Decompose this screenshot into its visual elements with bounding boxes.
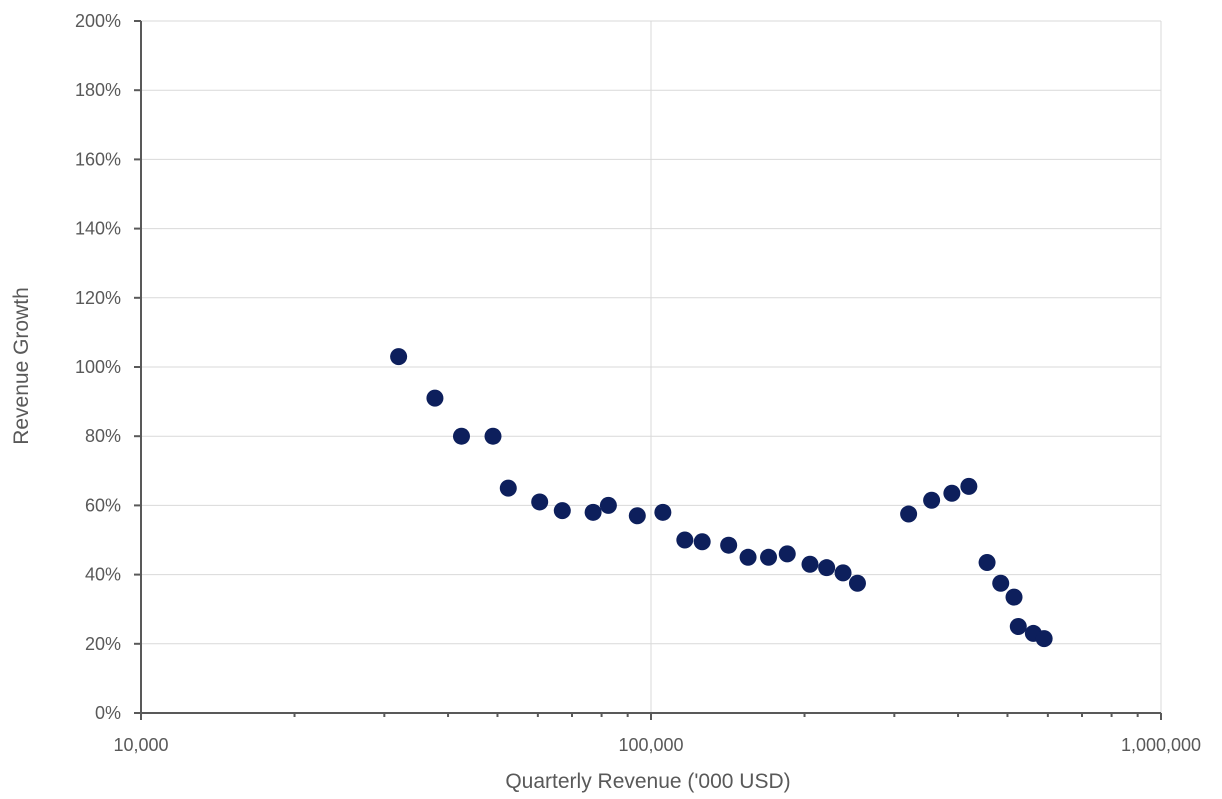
data-point <box>499 479 517 497</box>
data-point <box>818 559 836 577</box>
data-point <box>960 477 978 495</box>
gridlines <box>141 20 1162 713</box>
x-tick-label: 10,000 <box>113 735 168 755</box>
y-tick-label: 80% <box>85 426 121 446</box>
y-tick-label: 20% <box>85 634 121 654</box>
data-point <box>693 533 711 551</box>
data-point <box>739 548 757 566</box>
data-point <box>1009 618 1027 635</box>
data-point <box>599 496 617 514</box>
data-point <box>923 491 941 509</box>
data-point <box>848 574 866 592</box>
x-tick-label: 1,000,000 <box>1121 735 1201 755</box>
data-point <box>390 348 408 366</box>
data-point <box>801 555 819 573</box>
x-axis-title: Quarterly Revenue ('000 USD) <box>505 770 790 793</box>
data-point <box>760 548 778 566</box>
data-point <box>452 427 470 445</box>
data-point <box>553 502 571 520</box>
data-point <box>654 503 672 521</box>
y-axis-title: Revenue Growth <box>10 287 33 445</box>
y-tick-label: 180% <box>75 80 121 100</box>
data-point <box>900 505 918 523</box>
data-point <box>484 427 502 445</box>
data-point <box>778 545 796 563</box>
y-tick-label: 200% <box>75 11 121 31</box>
data-point <box>628 507 646 525</box>
data-point <box>978 553 996 571</box>
data-point <box>720 536 738 554</box>
data-point <box>584 503 602 521</box>
y-tick-label: 60% <box>85 495 121 515</box>
data-point <box>531 493 549 511</box>
y-tick-label: 140% <box>75 219 121 239</box>
data-point <box>834 564 852 582</box>
axes <box>134 20 1162 720</box>
data-point <box>426 389 444 407</box>
tick-labels: 0% 20% 40% 60% 80% 100% 120% 140% 160% 180% 200% 10… <box>75 11 1201 755</box>
y-tick-label: 100% <box>75 357 121 377</box>
data-point <box>992 574 1010 592</box>
y-tick-label: 40% <box>85 565 121 585</box>
y-tick-label: 160% <box>75 149 121 169</box>
data-point <box>943 484 961 502</box>
y-tick-label: 0% <box>95 703 121 723</box>
data-points <box>390 348 1053 648</box>
x-tick-label: 100,000 <box>618 735 683 755</box>
y-tick-label: 120% <box>75 288 121 308</box>
data-point <box>1005 588 1023 606</box>
data-point <box>1035 630 1053 648</box>
data-point <box>676 531 694 549</box>
